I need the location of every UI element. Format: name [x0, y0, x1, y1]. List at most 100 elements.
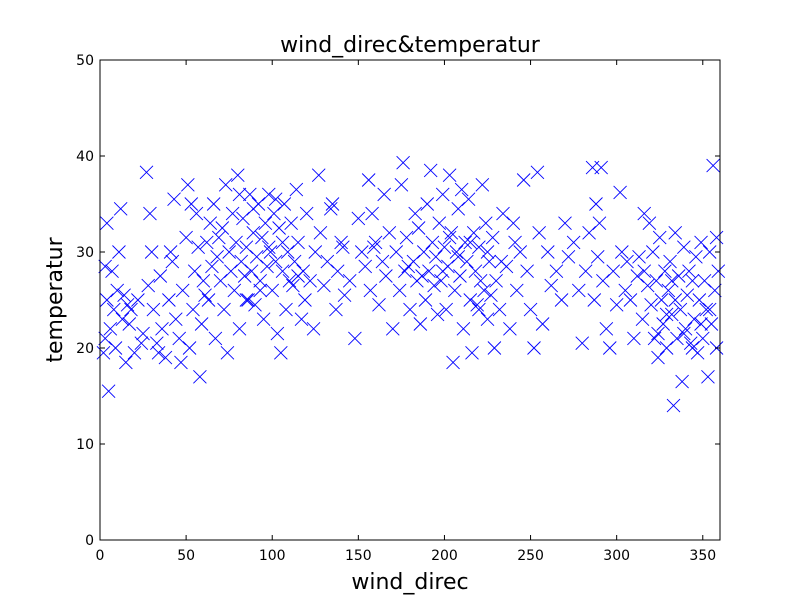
data-point [279, 302, 293, 317]
data-point [239, 293, 254, 307]
data-point [677, 240, 691, 255]
data-point [627, 331, 641, 346]
data-point [100, 216, 114, 231]
data-point [649, 273, 664, 288]
data-point [334, 235, 348, 250]
data-point [323, 201, 338, 216]
data-point [480, 245, 495, 259]
data-point [150, 336, 164, 351]
data-point [218, 177, 233, 192]
data-point [644, 297, 658, 312]
data-point [363, 283, 378, 298]
data-point [685, 341, 700, 355]
data-point [623, 293, 638, 307]
data-point [702, 302, 717, 317]
data-point [201, 293, 216, 307]
data-point [396, 155, 410, 170]
data-point [227, 283, 242, 298]
data-point [246, 201, 261, 216]
data-point [217, 302, 231, 317]
data-point [663, 254, 677, 269]
x-tick-label: 100 [259, 548, 286, 564]
data-point [456, 321, 471, 336]
data-point [358, 259, 373, 274]
data-point [461, 192, 476, 207]
data-point [172, 331, 187, 346]
data-point [592, 216, 607, 231]
data-point [463, 235, 478, 250]
data-point [134, 336, 149, 351]
data-point [544, 278, 559, 293]
data-point [656, 317, 670, 331]
data-point [587, 293, 602, 307]
data-point [685, 273, 700, 288]
x-tick-label: 300 [603, 548, 630, 564]
data-point [330, 264, 345, 279]
data-point [194, 317, 209, 331]
data-point [168, 312, 183, 327]
y-tick-label: 50 [76, 53, 94, 69]
data-point [232, 321, 247, 336]
data-point [313, 225, 328, 240]
data-point [144, 245, 159, 259]
data-point [277, 197, 292, 211]
data-point [530, 165, 545, 180]
data-point [241, 293, 255, 307]
data-point [220, 345, 235, 360]
data-point [689, 249, 703, 264]
data-point [239, 240, 254, 255]
x-tick-label: 350 [689, 548, 716, 564]
data-point [439, 302, 453, 317]
data-point [687, 312, 701, 327]
data-point [434, 273, 448, 288]
data-point [96, 345, 111, 360]
data-point [454, 182, 469, 197]
data-point [280, 245, 295, 259]
x-tick-label: 0 [96, 548, 105, 564]
data-point [212, 230, 226, 245]
data-point [422, 264, 436, 279]
data-point [392, 283, 407, 298]
data-point [477, 283, 491, 298]
data-point [596, 273, 610, 288]
data-point [399, 230, 414, 245]
data-point [398, 264, 412, 279]
data-point [632, 249, 646, 264]
data-point [678, 321, 693, 336]
data-point [463, 293, 478, 307]
data-point [193, 369, 207, 384]
data-point [243, 187, 257, 202]
data-point [317, 278, 331, 293]
data-point [232, 187, 247, 202]
y-tick-label: 20 [76, 341, 94, 357]
data-point [215, 221, 230, 235]
data-point [485, 230, 500, 245]
data-point [523, 302, 538, 317]
data-point [379, 269, 393, 283]
data-point [558, 216, 572, 231]
data-point [365, 206, 379, 221]
data-point [275, 264, 290, 279]
data-point [444, 225, 459, 240]
data-point [492, 302, 507, 317]
data-point [361, 173, 376, 187]
data-point [430, 307, 445, 322]
data-point [139, 165, 154, 180]
data-point [401, 259, 416, 274]
data-point [647, 331, 662, 346]
data-point [408, 206, 422, 221]
data-point [613, 185, 627, 200]
data-point [230, 168, 245, 183]
data-point [651, 350, 665, 365]
data-point [287, 254, 302, 269]
data-point [282, 273, 297, 288]
data-point [275, 235, 290, 250]
data-point [509, 283, 524, 298]
data-point [368, 235, 383, 250]
data-point [708, 283, 722, 298]
data-point [594, 160, 608, 175]
data-point [101, 384, 116, 399]
data-point [122, 317, 137, 331]
data-point [110, 283, 125, 298]
data-point [237, 269, 252, 283]
